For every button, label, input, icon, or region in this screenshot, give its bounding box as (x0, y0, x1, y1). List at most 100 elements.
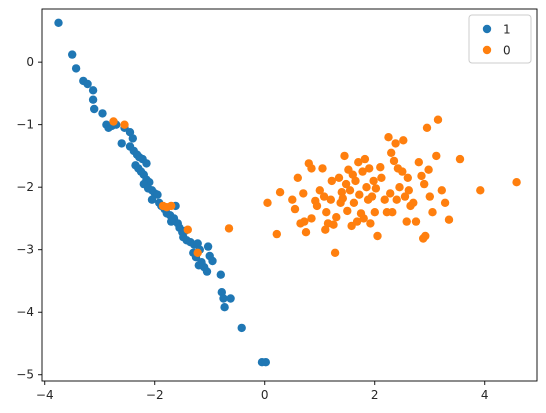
data-point (109, 117, 118, 126)
data-point (315, 186, 324, 195)
data-point (433, 115, 443, 124)
data-point (337, 188, 346, 197)
data-point (387, 148, 396, 157)
data-point (420, 179, 429, 189)
data-point (296, 219, 305, 228)
data-point (332, 213, 341, 222)
data-point (421, 231, 430, 241)
data-point (354, 158, 363, 167)
data-point (334, 173, 344, 182)
data-point (371, 184, 381, 193)
data-point (425, 192, 434, 201)
data-point (301, 228, 311, 237)
data-point (263, 198, 272, 207)
data-point (307, 214, 316, 223)
data-point (340, 151, 349, 161)
data-point (455, 154, 465, 164)
legend: 10 (468, 14, 532, 64)
data-point (352, 217, 362, 226)
data-point (351, 176, 360, 186)
y-tick-label: −2 (16, 180, 34, 194)
data-point (411, 217, 421, 226)
data-point (329, 220, 338, 229)
data-point (203, 242, 213, 251)
data-point (432, 151, 441, 161)
data-point (147, 195, 157, 204)
data-point (217, 288, 226, 297)
data-point (376, 163, 385, 172)
data-point (68, 50, 77, 59)
data-point (167, 217, 176, 226)
data-point (307, 164, 316, 173)
y-tick-label: −5 (16, 368, 34, 382)
data-point (422, 123, 432, 132)
data-point (142, 159, 151, 168)
data-point (476, 186, 485, 195)
data-point (424, 165, 433, 174)
data-point (399, 136, 408, 145)
data-point (440, 198, 450, 207)
y-tick-label: 0 (26, 55, 34, 69)
data-point (402, 217, 411, 226)
data-point (360, 154, 370, 164)
data-point (388, 208, 397, 217)
data-point (404, 186, 413, 195)
data-point (362, 183, 371, 192)
data-point (330, 248, 340, 257)
data-point (377, 173, 386, 182)
data-point (380, 195, 389, 204)
data-point (370, 208, 379, 217)
data-point (403, 173, 412, 182)
data-point (220, 303, 229, 312)
data-point (322, 208, 331, 217)
data-point (512, 178, 521, 187)
data-point (202, 267, 212, 276)
x-tick-label: −4 (36, 388, 54, 402)
x-tick-label: 2 (371, 388, 379, 402)
data-point (293, 173, 302, 182)
data-point (290, 204, 300, 214)
y-tick-label: −4 (16, 305, 34, 319)
data-point (367, 192, 377, 201)
data-point (275, 188, 285, 197)
data-point (389, 156, 399, 166)
data-point (318, 164, 327, 173)
data-point (117, 139, 126, 148)
data-point (355, 190, 364, 199)
data-point (216, 270, 225, 279)
data-point (153, 190, 162, 199)
data-point (358, 167, 367, 176)
y-tick-label: −1 (16, 118, 34, 132)
plot-area (54, 18, 521, 367)
data-point (400, 192, 410, 201)
data-point (224, 224, 234, 233)
data-point (444, 215, 454, 224)
data-point (359, 214, 368, 223)
legend-label-0: 0 (503, 44, 511, 58)
data-point (366, 219, 375, 228)
data-point (88, 86, 98, 95)
data-point (90, 104, 99, 114)
data-point (365, 164, 374, 173)
data-point (83, 79, 92, 89)
data-point (128, 134, 137, 143)
data-point (226, 294, 235, 303)
x-tick-label: 4 (481, 388, 489, 402)
data-point (417, 171, 426, 181)
data-point (349, 198, 359, 207)
legend-marker-1 (482, 24, 492, 34)
data-point (386, 189, 395, 198)
series-0 (109, 115, 521, 257)
data-point (183, 225, 192, 234)
data-point (208, 256, 217, 266)
data-point (414, 158, 423, 167)
plot-frame (41, 8, 538, 382)
legend-label-1: 1 (503, 23, 511, 37)
data-point (194, 261, 203, 270)
legend-marker-0 (482, 45, 492, 55)
data-point (54, 18, 63, 27)
data-point (326, 195, 335, 204)
data-point (319, 192, 329, 201)
data-point (398, 167, 407, 176)
